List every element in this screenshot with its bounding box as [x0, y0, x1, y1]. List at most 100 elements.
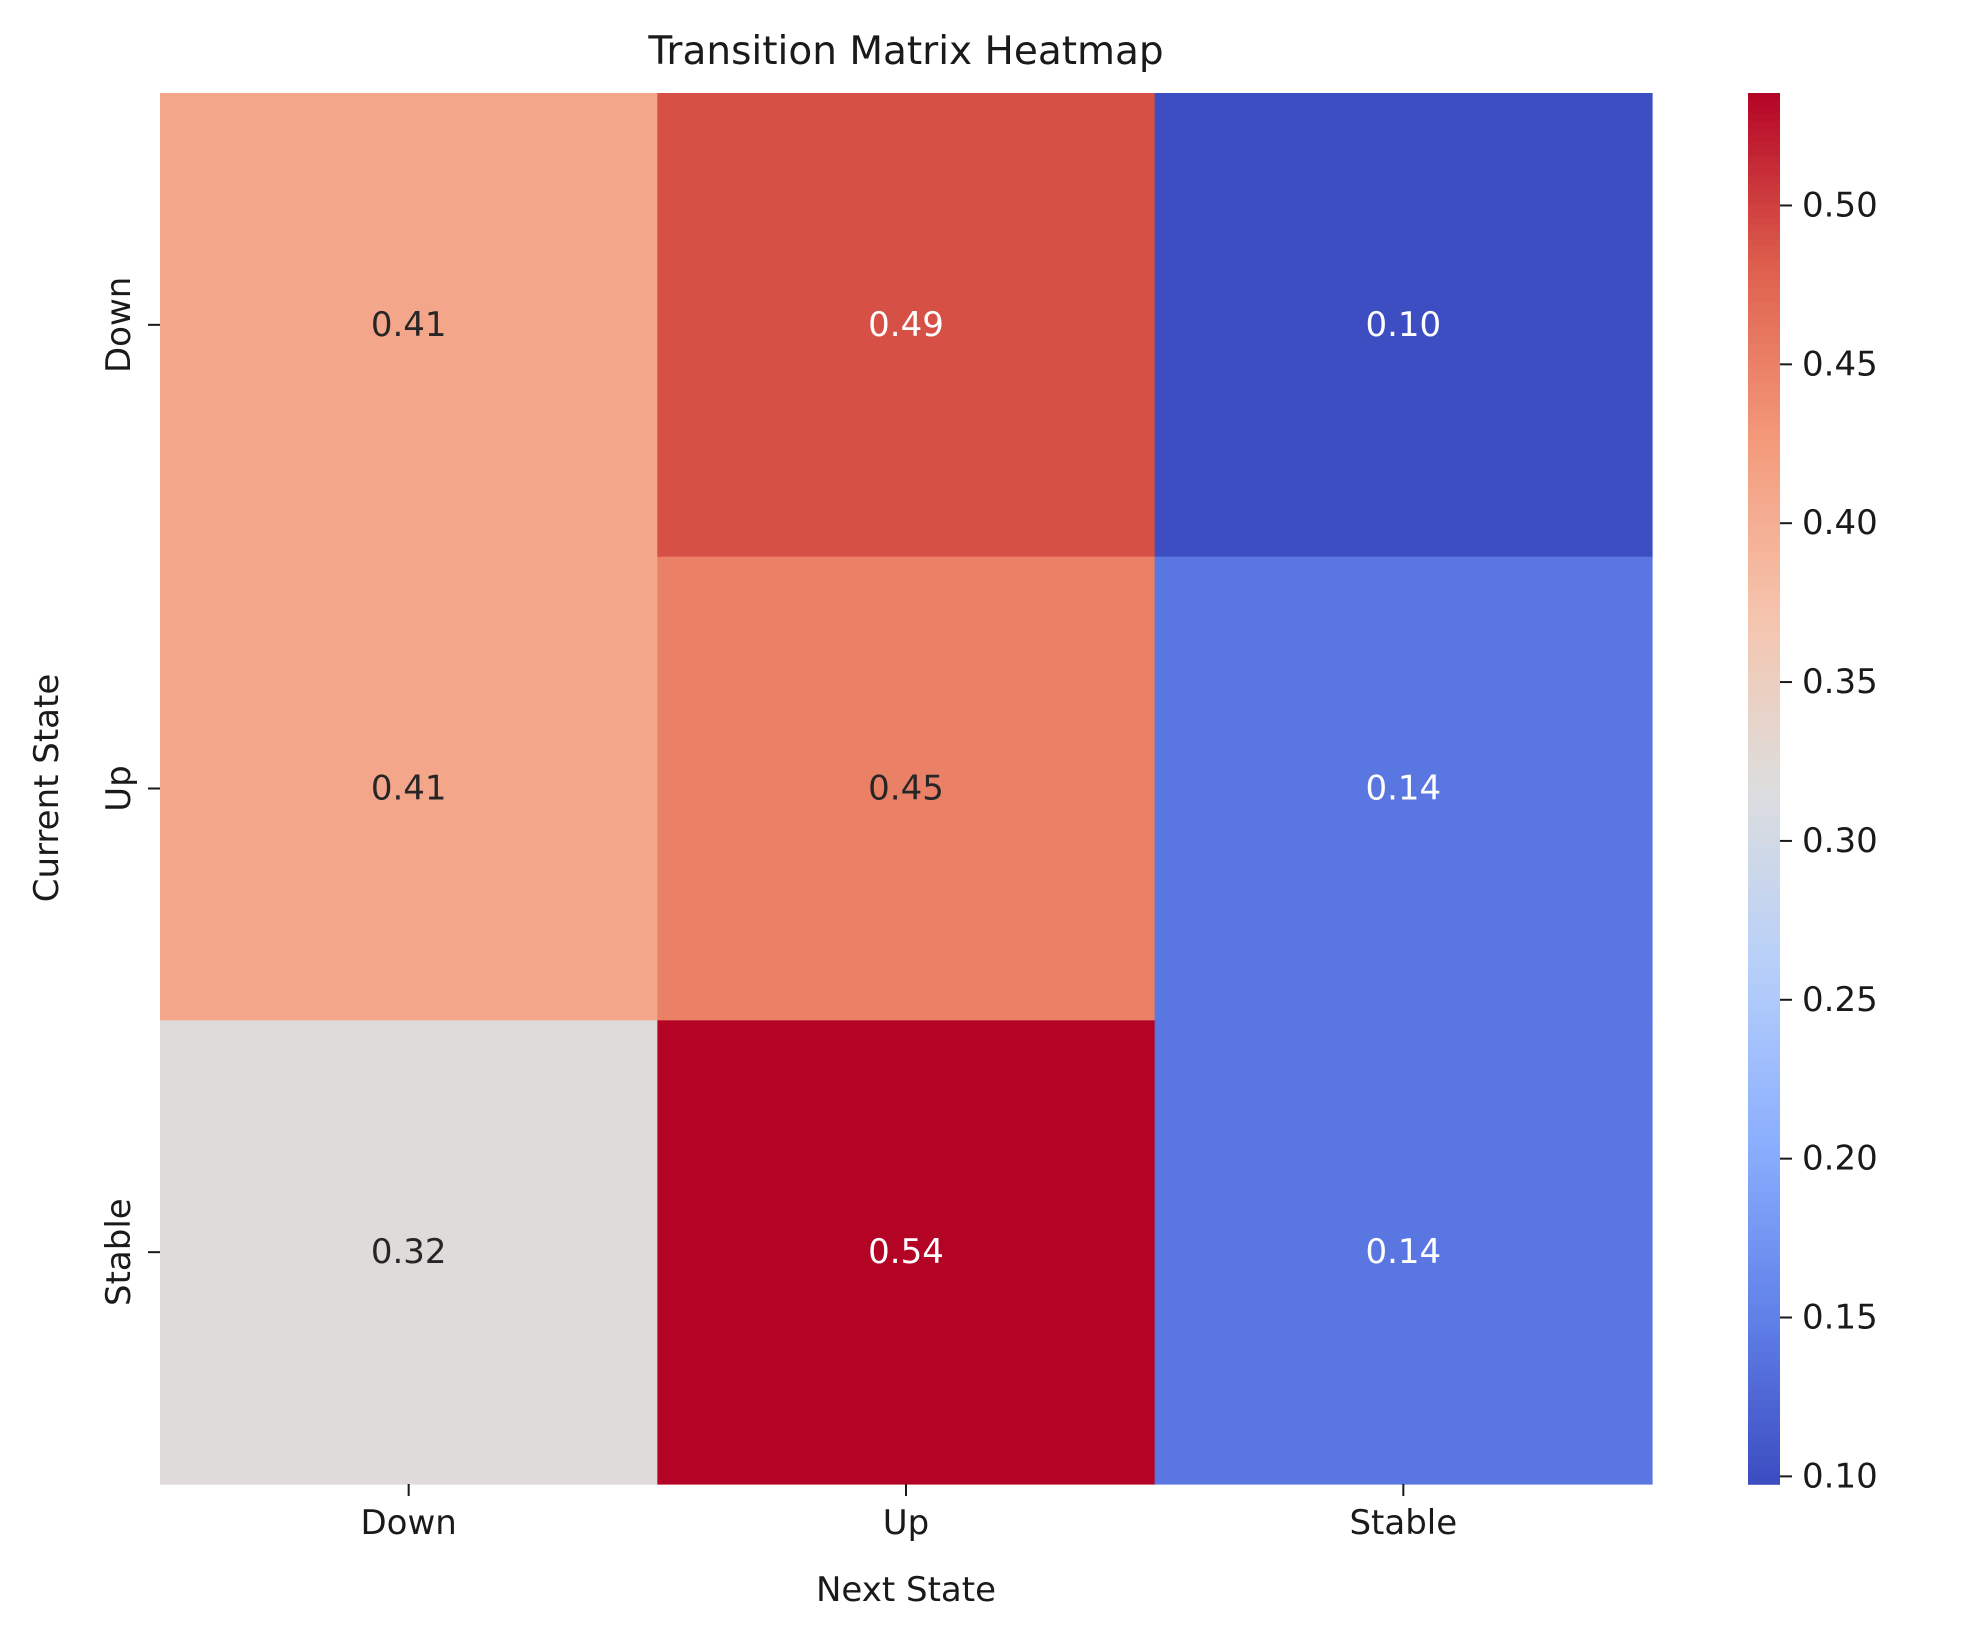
- colorbar-segment: [1748, 1205, 1780, 1214]
- colorbar-segment: [1748, 426, 1780, 435]
- colorbar-segment: [1748, 252, 1780, 261]
- colorbar-segment: [1748, 190, 1780, 199]
- colorbar-segment: [1748, 1337, 1780, 1346]
- colorbar-segment: [1748, 1108, 1780, 1117]
- x-axis-label: Next State: [816, 1570, 996, 1610]
- colorbar-segment: [1748, 1094, 1780, 1103]
- colorbar-segment: [1748, 1011, 1780, 1019]
- colorbar-segment: [1748, 1344, 1780, 1353]
- colorbar-segment: [1748, 1024, 1780, 1033]
- heatmap-cell-labels: 0.41 0.49 0.10 0.41 0.45 0.14 0.32 0.54 0.14: [371, 305, 1441, 1272]
- colorbar-segment: [1748, 218, 1780, 226]
- colorbar-tick-label-2: 0.20: [1802, 1139, 1878, 1179]
- colorbar-segment: [1748, 482, 1780, 491]
- colorbar-segment: [1748, 600, 1780, 609]
- colorbar-segment: [1748, 1143, 1780, 1151]
- colorbar-segment: [1748, 663, 1780, 672]
- colorbar-segment: [1748, 1066, 1780, 1075]
- colorbar-segment: [1748, 524, 1780, 532]
- colorbar-segment: [1748, 399, 1780, 407]
- colorbar-segment: [1748, 809, 1780, 818]
- colorbar-segment: [1748, 962, 1780, 971]
- colorbar-segment: [1748, 371, 1780, 379]
- colorbar-segment: [1748, 1379, 1780, 1388]
- colorbar-segment: [1748, 1407, 1780, 1416]
- colorbar-segment: [1748, 1470, 1780, 1478]
- colorbar-segment: [1748, 322, 1780, 331]
- colorbar-segment: [1748, 1073, 1780, 1082]
- colorbar-segment: [1748, 1358, 1780, 1367]
- colorbar-segment: [1748, 155, 1780, 164]
- y-axis: Down Up Stable: [99, 277, 160, 1306]
- colorbar-segment: [1748, 1477, 1780, 1485]
- colorbar-segment: [1748, 586, 1780, 595]
- colorbar-segment: [1748, 552, 1780, 560]
- colorbar-segment: [1748, 871, 1780, 880]
- colorbar-segment: [1748, 1018, 1780, 1026]
- x-axis: Down Up Stable: [360, 1484, 1457, 1543]
- colorbar-segment: [1748, 899, 1780, 908]
- colorbar-segment: [1748, 830, 1780, 838]
- heatmap-cell-r2-c0: [160, 1020, 658, 1485]
- colorbar-segment: [1748, 593, 1780, 602]
- colorbar-tick-label-4: 0.30: [1802, 821, 1878, 861]
- colorbar-segment: [1748, 141, 1780, 150]
- y-tick-label-1: Up: [99, 765, 139, 811]
- colorbar-segment: [1748, 1296, 1780, 1304]
- colorbar-segment: [1748, 183, 1780, 192]
- colorbar-segment: [1748, 1351, 1780, 1360]
- colorbar-tick-label-1: 0.15: [1802, 1298, 1878, 1338]
- heatmap-cells: [160, 93, 1653, 1485]
- heatmap-cell-r1-c2: [1154, 556, 1653, 1021]
- colorbar-segment: [1748, 1393, 1780, 1402]
- colorbar-segment: [1748, 725, 1780, 734]
- colorbar-segment: [1748, 1456, 1780, 1464]
- heatmap-cell-r2-c1: [657, 1020, 1156, 1485]
- colorbar-segment: [1748, 858, 1780, 866]
- cell-label-r0-c2: 0.10: [1365, 305, 1441, 345]
- colorbar-segment: [1748, 392, 1780, 400]
- colorbar-segment: [1748, 788, 1780, 797]
- colorbar-segment: [1748, 844, 1780, 852]
- colorbar-segment: [1748, 1101, 1780, 1110]
- colorbar-segment: [1748, 1386, 1780, 1395]
- colorbar-segment: [1748, 927, 1780, 936]
- colorbar-segment: [1748, 211, 1780, 219]
- colorbar-segment: [1748, 287, 1780, 296]
- colorbar-segment: [1748, 1212, 1780, 1221]
- colorbar-segment: [1748, 948, 1780, 957]
- colorbar-segment: [1748, 93, 1780, 101]
- colorbar-segment: [1748, 711, 1780, 720]
- colorbar-segment: [1748, 760, 1780, 769]
- colorbar-segment: [1748, 990, 1780, 998]
- colorbar-segment: [1748, 1428, 1780, 1437]
- colorbar-segment: [1748, 127, 1780, 136]
- heatmap-cell-r0-c1: [657, 93, 1156, 558]
- colorbar-segment: [1748, 239, 1780, 247]
- colorbar-segment: [1748, 739, 1780, 748]
- colorbar-segment: [1748, 795, 1780, 804]
- cell-label-r1-c0: 0.41: [371, 769, 447, 809]
- colorbar-segment: [1748, 419, 1780, 428]
- colorbar-segment: [1748, 113, 1780, 122]
- colorbar-segment: [1748, 983, 1780, 991]
- colorbar-segment: [1748, 1080, 1780, 1089]
- colorbar-segment: [1748, 1059, 1780, 1068]
- colorbar-segment: [1748, 315, 1780, 324]
- colorbar-segment: [1748, 906, 1780, 915]
- heatmap-cell-r0-c2: [1154, 93, 1653, 558]
- colorbar-segment: [1748, 308, 1780, 317]
- colorbar-segment: [1748, 273, 1780, 282]
- colorbar-segment: [1748, 865, 1780, 873]
- colorbar-segment: [1748, 1310, 1780, 1318]
- colorbar-segment: [1748, 572, 1780, 581]
- colorbar-segment: [1748, 635, 1780, 644]
- colorbar-segment: [1748, 698, 1780, 706]
- colorbar-segment: [1748, 684, 1780, 692]
- colorbar-segment: [1748, 1219, 1780, 1228]
- colorbar-segment: [1748, 134, 1780, 143]
- cell-label-r2-c1: 0.54: [868, 1232, 944, 1272]
- colorbar-segment: [1748, 169, 1780, 178]
- colorbar-segment: [1748, 1435, 1780, 1444]
